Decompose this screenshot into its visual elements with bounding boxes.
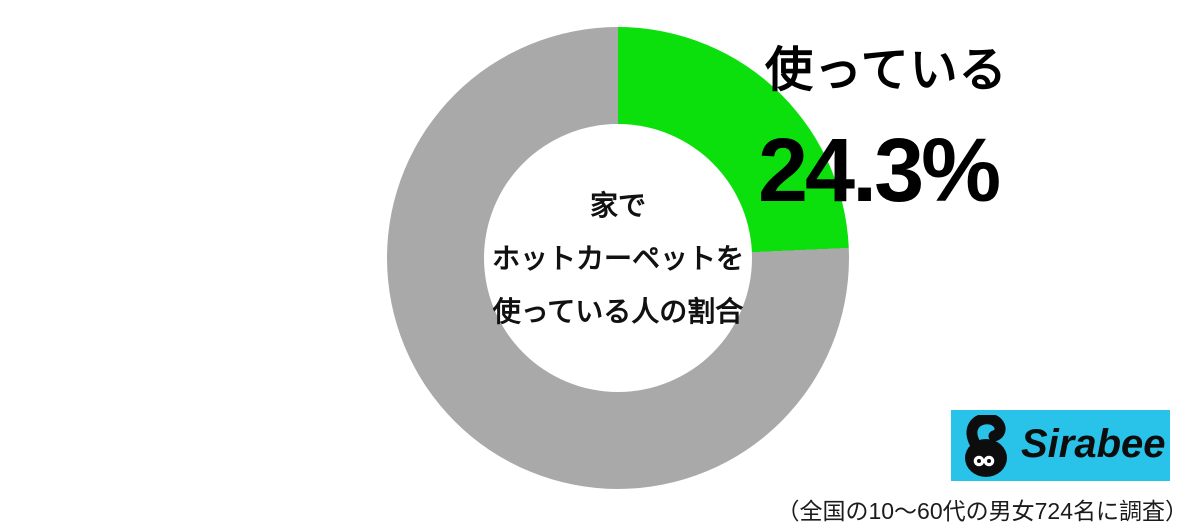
donut-center-text-line-2: ホットカーペットを (491, 242, 744, 274)
donut-center-text-line-1: 家で (589, 189, 646, 221)
donut-chart: 家で ホットカーペットを 使っている人の割合 (387, 27, 849, 489)
slice-value: 24.3% (758, 121, 1001, 221)
sirabee-mascot-icon (965, 414, 1007, 477)
donut-center: 家で ホットカーペットを 使っている人の割合 (484, 124, 752, 392)
donut-center-text-line-3: 使っている人の割合 (492, 295, 744, 327)
survey-note: （全国の10〜60代の男女724名に調査） (776, 498, 1188, 522)
sirabee-wordmark: Sirabee (1021, 421, 1166, 466)
slice-label: 使っている (765, 44, 1008, 97)
sirabee-logo: Sirabee (951, 410, 1170, 481)
